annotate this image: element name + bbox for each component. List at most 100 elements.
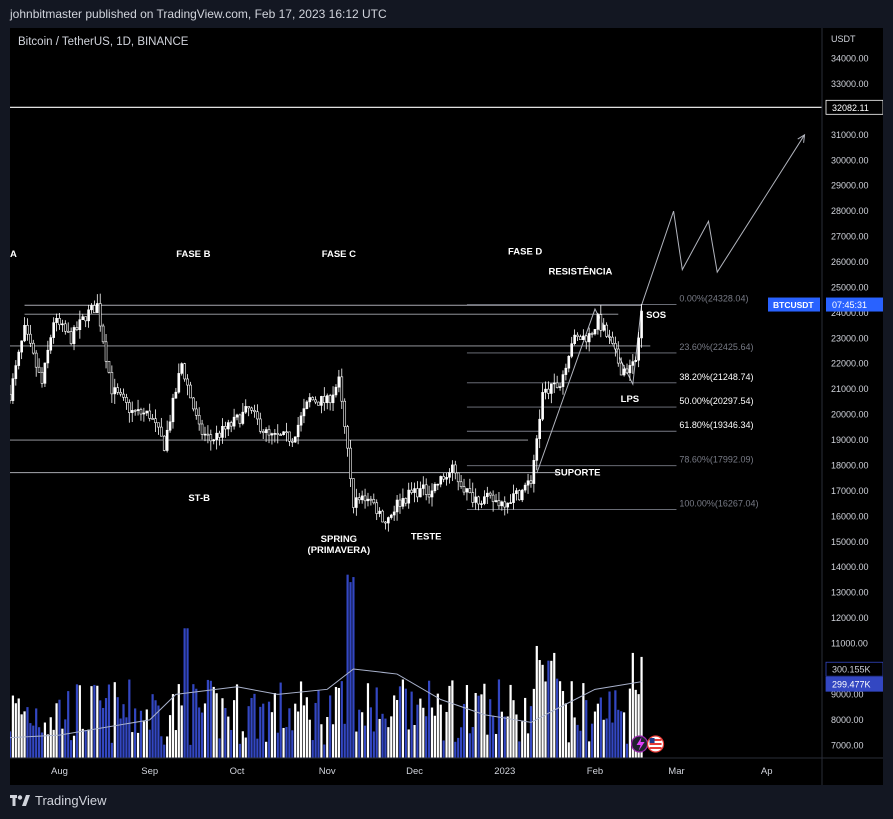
candle xyxy=(148,410,152,419)
volume-bar xyxy=(393,695,396,758)
volume-bar xyxy=(390,716,393,758)
volume-bar xyxy=(541,664,544,758)
candle xyxy=(413,488,416,493)
candle xyxy=(387,517,390,524)
candle xyxy=(267,429,271,436)
phase-annotation: LPS xyxy=(621,394,639,405)
volume-bar xyxy=(410,691,413,758)
volume-bar xyxy=(218,738,221,758)
price-tick-label: 30000.00 xyxy=(831,155,869,165)
volume-bar xyxy=(611,722,614,758)
candle xyxy=(520,489,524,501)
candle xyxy=(10,393,12,401)
volume-bar xyxy=(640,656,643,758)
volume-bar xyxy=(617,709,620,758)
candle xyxy=(61,323,64,326)
time-tick-label: Sep xyxy=(141,766,158,777)
volume-bar xyxy=(253,693,256,758)
candle xyxy=(352,478,355,508)
symbol-tag-label: BTCUSDT xyxy=(773,300,814,310)
candle xyxy=(395,499,399,513)
annotation-layer: 0.00%(24328.04) 23.60%(22425.64) 38.20%(21… xyxy=(10,246,758,556)
volume-bar xyxy=(593,711,597,758)
candle xyxy=(331,394,335,404)
volume-bar xyxy=(425,716,428,758)
volume-bar xyxy=(128,679,131,758)
tradingview-brand[interactable]: TradingView xyxy=(10,793,107,808)
candle xyxy=(503,501,507,508)
candle xyxy=(462,486,466,493)
candle xyxy=(424,484,428,495)
volume-bar xyxy=(75,684,79,758)
candle xyxy=(570,343,574,357)
price-tick-label: 7000.00 xyxy=(831,740,864,750)
volume-ma-line xyxy=(10,668,642,739)
price-chart[interactable]: 0.00%(24328.04) 23.60%(22425.64) 38.20%(21… xyxy=(10,28,883,785)
candle xyxy=(11,378,15,401)
candle xyxy=(611,336,614,344)
candle xyxy=(299,415,303,426)
candle xyxy=(238,414,242,424)
volume-bar xyxy=(189,744,192,758)
volume-bar xyxy=(299,681,303,758)
volume-bar xyxy=(494,733,498,758)
candle xyxy=(78,319,82,331)
candle xyxy=(416,488,419,498)
candle xyxy=(58,318,61,326)
footer: TradingView xyxy=(0,785,893,819)
chart-pane[interactable]: 0.00%(24328.04) 23.60%(22425.64) 38.20%(21… xyxy=(10,28,883,785)
candle xyxy=(221,425,224,438)
us-flag-stripe xyxy=(649,743,662,745)
candle xyxy=(640,310,643,339)
volume-bar xyxy=(433,715,437,758)
volume-bar xyxy=(375,687,378,758)
volume-bar xyxy=(166,736,169,758)
volume-bar xyxy=(480,694,483,758)
candle xyxy=(34,352,38,368)
time-tick-label: Dec xyxy=(406,766,423,777)
candle xyxy=(480,503,483,505)
volume-bar xyxy=(262,703,265,758)
candle xyxy=(209,434,213,442)
fib-level-label: 23.60%(22425.64) xyxy=(679,342,753,352)
volume-bar xyxy=(256,738,259,758)
candle xyxy=(66,330,70,333)
volume-bar xyxy=(171,694,175,758)
volume-bar xyxy=(168,715,172,758)
volume-bar xyxy=(605,718,608,758)
volume-bar xyxy=(294,703,297,758)
volume-bar xyxy=(329,695,332,758)
volume-bar xyxy=(291,730,294,758)
volume-bar xyxy=(212,686,215,758)
volume-bar xyxy=(355,731,358,758)
candle xyxy=(340,376,344,402)
candle xyxy=(436,483,440,486)
volume-bar xyxy=(67,691,70,758)
volume-bar xyxy=(596,703,600,758)
volume-bar xyxy=(462,703,466,758)
candle xyxy=(285,431,288,434)
volume-bar xyxy=(20,714,23,758)
candle xyxy=(253,410,256,413)
volume-bar xyxy=(192,684,195,758)
candle xyxy=(419,488,422,498)
candle xyxy=(494,500,498,502)
volume-bar xyxy=(590,723,594,758)
volume-bar xyxy=(622,712,626,758)
volume-bar xyxy=(576,724,579,758)
volume-bar xyxy=(142,721,145,758)
volume-bar xyxy=(401,679,405,758)
candle xyxy=(550,383,553,394)
candle xyxy=(186,378,189,386)
volume-value-tag-label: 299.477K xyxy=(832,680,871,690)
volume-bar xyxy=(599,697,602,758)
volume-bar xyxy=(241,731,244,758)
candle xyxy=(325,395,329,404)
time-tick-label: 2023 xyxy=(494,766,515,777)
candle xyxy=(20,340,23,353)
candle xyxy=(430,490,434,498)
candle xyxy=(404,498,408,504)
candle xyxy=(355,497,358,508)
price-tick-label: 20000.00 xyxy=(831,410,869,420)
volume-bar xyxy=(468,733,471,758)
